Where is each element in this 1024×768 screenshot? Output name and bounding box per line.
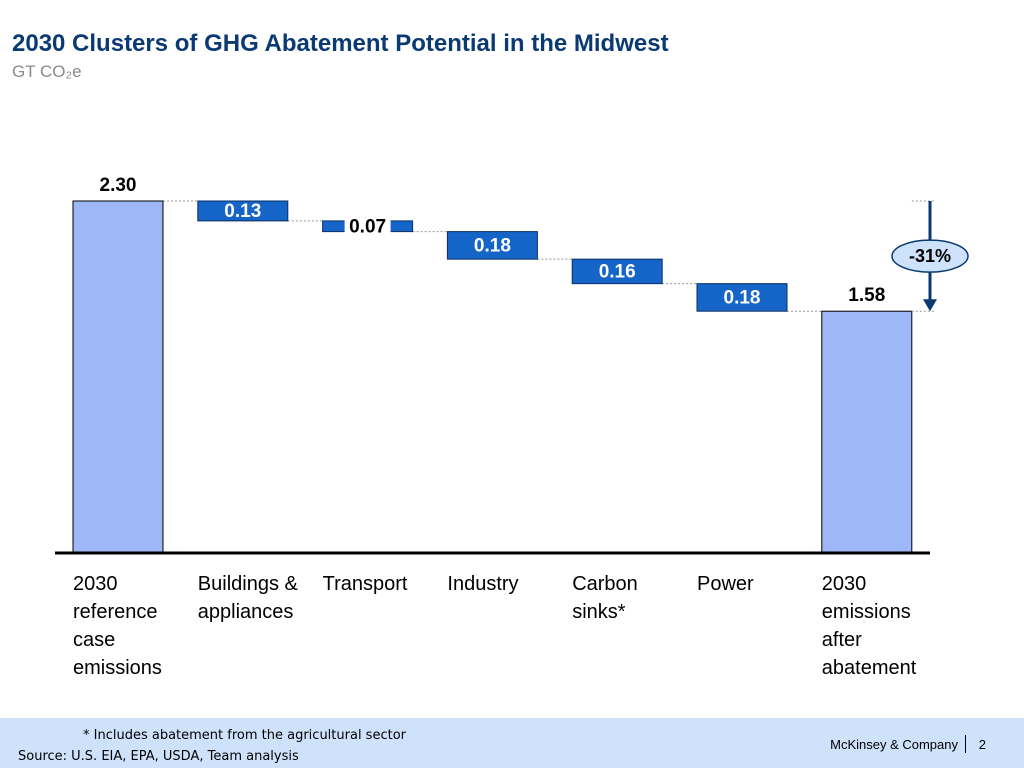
data-label: 0.13	[224, 201, 261, 222]
category-label: Transport	[322, 573, 408, 595]
annotation: -31%	[909, 246, 951, 266]
data-label: 2.30	[100, 175, 137, 196]
data-label: 0.07	[349, 216, 386, 237]
footer	[0, 718, 1024, 768]
category-label: Power	[697, 573, 754, 595]
bar	[571, 258, 663, 285]
data-label: 0.18	[724, 287, 761, 308]
bar	[696, 283, 788, 312]
bar	[197, 200, 289, 222]
source: Source: U.S. EIA, EPA, USDA, Team analys…	[18, 749, 299, 764]
category-label: Buildings & appliances	[197, 573, 298, 623]
company: McKinsey & Company	[830, 737, 958, 752]
annotation-bubble	[891, 239, 969, 273]
category-label: 2030 reference case emissions	[73, 573, 162, 679]
data-label: 0.18	[474, 235, 511, 256]
chart: 2.30 0.13 0.07 0.18 0.16 0.18 1.58 -31%	[55, 175, 969, 555]
bar	[821, 310, 913, 554]
category-label: 2030 emissions after abatement	[821, 573, 917, 679]
category-label: Carbon sinks*	[572, 573, 638, 623]
chart-title: 2030 Clusters of GHG Abatement Potential…	[12, 30, 669, 57]
separator	[965, 735, 966, 753]
data-label: 0.16	[599, 261, 636, 282]
arrow-head	[923, 299, 937, 312]
footnote: * Includes abatement from the agricultur…	[83, 728, 407, 743]
category-label: Industry	[447, 573, 519, 595]
bar	[446, 231, 538, 260]
data-label-bg	[344, 216, 391, 238]
chart-subtitle: GT CO₂e	[12, 62, 82, 81]
bar	[72, 200, 164, 554]
page-number: 2	[978, 737, 986, 752]
data-label: 1.58	[848, 285, 885, 306]
